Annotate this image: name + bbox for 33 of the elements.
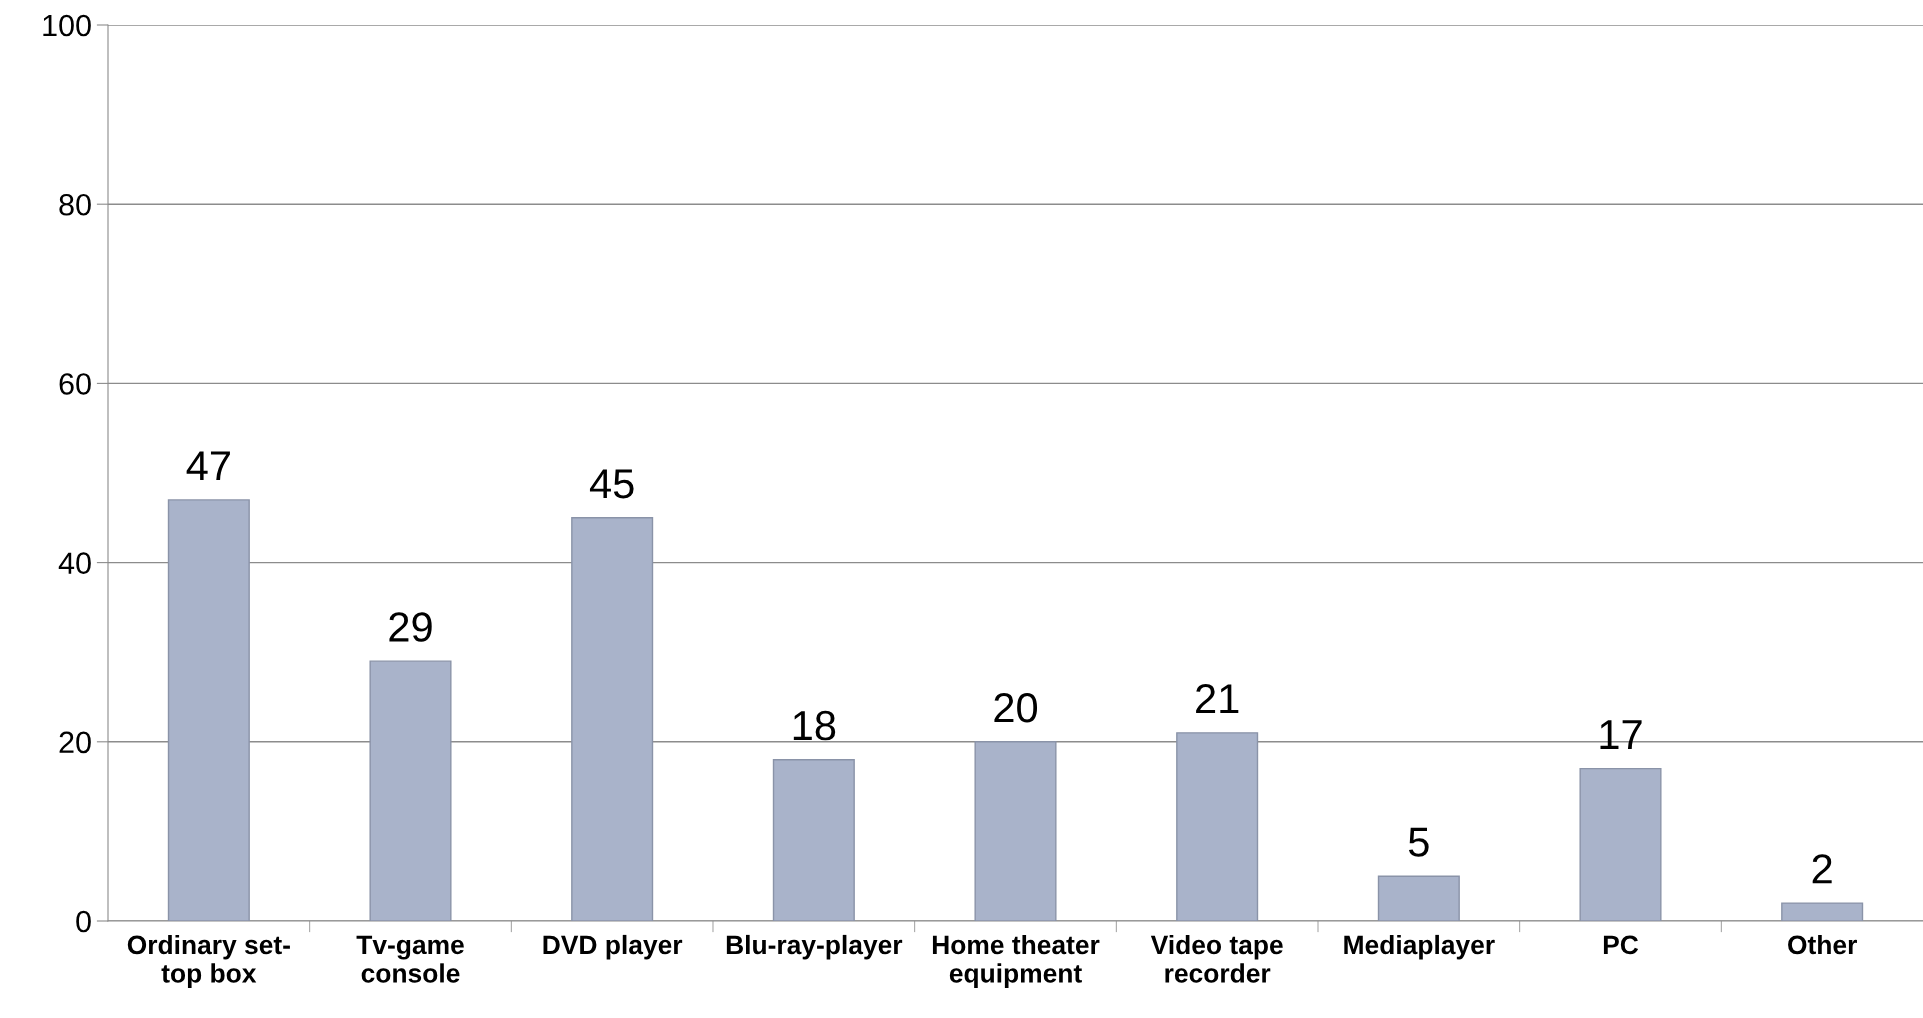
data-label: 2 <box>1812 854 1832 884</box>
y-tick-label: 0 <box>76 910 91 933</box>
bar <box>1377 875 1460 921</box>
bar <box>1579 767 1662 921</box>
data-label: 47 <box>186 451 230 481</box>
y-tick-label: 80 <box>59 193 91 216</box>
bar <box>369 660 452 921</box>
x-tick-label: Other <box>1788 934 1857 955</box>
data-label: 21 <box>1196 683 1239 714</box>
x-tick-label: Tv-game console <box>356 935 464 983</box>
y-tick-label: 40 <box>58 552 91 574</box>
bar <box>167 499 250 921</box>
data-label: 29 <box>389 612 432 642</box>
x-tick-label: Ordinary set- top box <box>127 934 290 988</box>
x-tick-label: DVD player <box>543 934 683 960</box>
y-tick-label: 100 <box>43 14 91 37</box>
data-label: 45 <box>589 469 634 499</box>
bar <box>1176 732 1259 921</box>
bar <box>1781 902 1864 921</box>
data-label: 20 <box>994 692 1038 723</box>
x-tick-label: Video tape recorder <box>1150 934 1283 983</box>
x-tick-label: Home theater equipment <box>932 934 1100 988</box>
x-tick-label: Blu-ray-player <box>726 934 903 960</box>
y-tick-label: 60 <box>59 373 91 395</box>
bar <box>974 741 1057 921</box>
y-tick-label: 20 <box>59 731 91 754</box>
bar <box>772 759 855 921</box>
x-tick-label: Mediaplayer <box>1344 934 1495 960</box>
x-tick-label: PC <box>1603 935 1639 955</box>
data-label: 18 <box>793 710 836 741</box>
data-label: 5 <box>1408 827 1429 857</box>
data-label: 17 <box>1600 720 1642 749</box>
bar <box>571 517 654 921</box>
